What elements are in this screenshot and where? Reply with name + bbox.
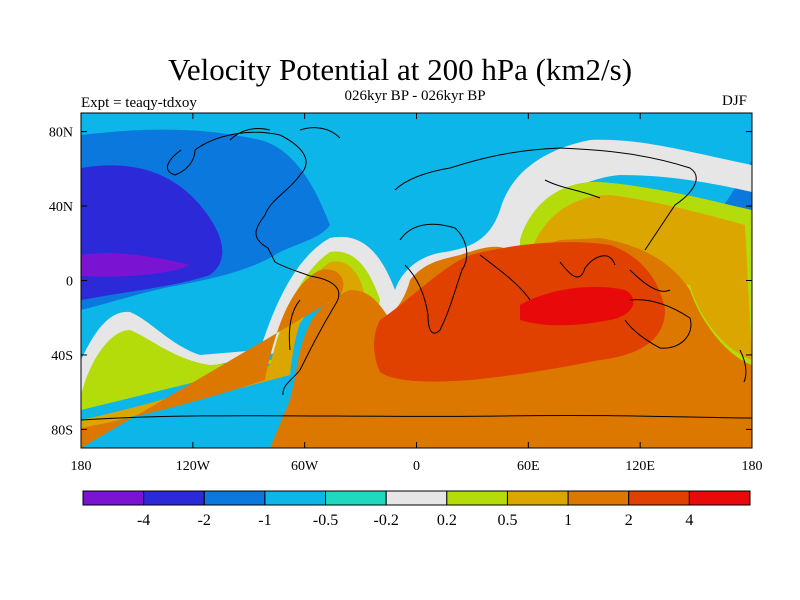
lon-tick-label: 120E: [625, 459, 655, 474]
colorbar-label: -1: [258, 512, 271, 529]
colorbar-label: 2: [625, 512, 633, 529]
colorbar-swatch: [385, 490, 448, 506]
colorbar-swatch: [82, 490, 145, 506]
colorbar-label: -0.2: [374, 512, 399, 529]
colorbar-label: 0.5: [497, 512, 517, 529]
experiment-label: Expt = teaqy-tdxoy: [81, 95, 197, 111]
colorbar-swatch: [143, 490, 205, 506]
colorbar-label: 1: [564, 512, 572, 529]
latitude-axis: 80N 40N 0 40S 80S: [49, 126, 752, 438]
lon-tick-label: 0: [413, 459, 420, 474]
lon-tick-label: 180: [742, 459, 763, 474]
colorbar-swatch: [567, 490, 630, 506]
colorbar-swatch: [446, 490, 508, 506]
lat-tick-label: 40N: [49, 200, 73, 215]
colorbar-label: -0.5: [313, 512, 338, 529]
field-band-near-zero: [81, 139, 752, 395]
colorbar-swatch: [325, 490, 387, 506]
longitude-axis: 180 120W 60W 0 60E 120E 180: [71, 113, 763, 474]
lat-tick-label: 40S: [51, 349, 73, 364]
colorbar-swatch: [628, 490, 690, 506]
field-band-maximum: [520, 286, 634, 326]
coastlines: [81, 127, 752, 421]
colorbar: -4 -2 -1 -0.5 -0.2 0.2 0.5 1 2 4: [82, 490, 751, 529]
colorbar-label: -2: [198, 512, 211, 529]
lon-tick-label: 60W: [291, 459, 319, 474]
field-band-purple: [81, 253, 190, 277]
colorbar-label: 0.2: [437, 512, 457, 529]
velocity-potential-field: [81, 113, 752, 448]
lon-tick-label: 60E: [517, 459, 540, 474]
plot-title: Velocity Potential at 200 hPa (km2/s): [167, 52, 633, 87]
lon-tick-label: 180: [71, 459, 92, 474]
colorbar-swatch: [203, 490, 266, 506]
lat-tick-label: 0: [66, 275, 73, 290]
lat-tick-label: 80S: [51, 423, 73, 438]
colorbar-label: 4: [685, 512, 693, 529]
plot-subtitle: 026kyr BP - 026kyr BP: [344, 88, 486, 104]
colorbar-swatch: [688, 490, 751, 506]
colorbar-swatch: [264, 490, 327, 506]
colorbar-swatch: [506, 490, 569, 506]
lat-tick-label: 80N: [49, 126, 73, 141]
field-band-positive-strong: [374, 242, 665, 382]
colorbar-label: -4: [137, 512, 150, 529]
season-label: DJF: [722, 93, 748, 109]
lon-tick-label: 120W: [176, 459, 211, 474]
